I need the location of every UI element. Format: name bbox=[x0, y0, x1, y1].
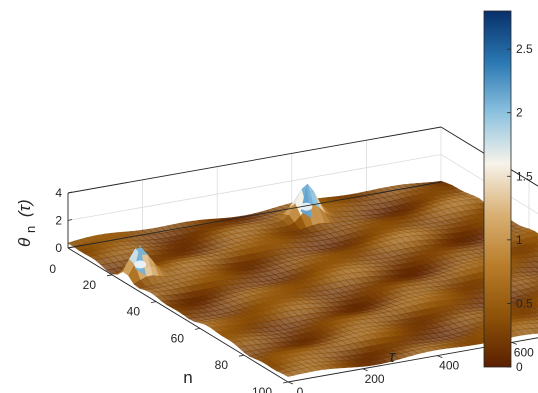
y-tick-mark bbox=[287, 381, 294, 385]
x-tick-label: 80 bbox=[215, 358, 229, 372]
svg-text:θ n (τ): θ n (τ) bbox=[15, 199, 39, 247]
y-tick-label: 200 bbox=[365, 372, 385, 386]
x-tick-mark bbox=[106, 274, 113, 277]
x-tick-label: 20 bbox=[83, 278, 97, 292]
y-tick-label: 400 bbox=[439, 359, 459, 373]
z-tick-label: 4 bbox=[55, 186, 62, 200]
axis-line bbox=[440, 126, 538, 187]
z-axis-label: θ n (τ) bbox=[15, 199, 39, 247]
axis-line bbox=[67, 247, 289, 383]
colorbar-ticks: 0 0.5 1 1.5 2 2.5 bbox=[507, 42, 533, 374]
colorbar-tick-label: 0 bbox=[516, 360, 523, 374]
x-tick-mark bbox=[150, 301, 157, 303]
y-tick-label: 0 bbox=[297, 385, 304, 393]
surface-peak-glow bbox=[300, 202, 313, 211]
colorbar-tick-label: 1.5 bbox=[516, 169, 533, 183]
x-tick-mark bbox=[194, 328, 201, 330]
y-tick-mark bbox=[362, 368, 368, 372]
x-tick-label-origin: 0 bbox=[49, 262, 56, 276]
surface-peaks bbox=[134, 186, 313, 276]
x-tick-label: 40 bbox=[127, 305, 141, 319]
x-tick-mark bbox=[238, 354, 245, 357]
z-tick-label: 0 bbox=[55, 241, 62, 255]
z-axis-label-arg: (τ) bbox=[15, 199, 34, 217]
x-axis-ticks: 20 40 60 80 100 0 bbox=[49, 262, 289, 393]
colorbar-tick-label: 0.5 bbox=[516, 296, 533, 310]
grid-line bbox=[67, 154, 538, 221]
colorbar-tick-label: 2.5 bbox=[516, 42, 533, 56]
colorbar-tick-label: 2 bbox=[516, 106, 523, 120]
y-axis-ticks: 02004006008001000 bbox=[287, 342, 534, 393]
z-tick-mark bbox=[67, 219, 73, 221]
z-axis-label-sub: n bbox=[23, 226, 38, 233]
axis-line bbox=[67, 126, 442, 194]
surface-peak-glow bbox=[134, 260, 147, 269]
y-axis-label: τ bbox=[389, 347, 397, 366]
y-tick-mark bbox=[511, 342, 517, 345]
z-axis-label-main: θ bbox=[15, 237, 34, 247]
x-tick-label: 60 bbox=[171, 331, 185, 345]
z-tick-mark bbox=[67, 191, 73, 194]
y-tick-mark bbox=[437, 355, 443, 358]
x-tick-mark bbox=[282, 381, 289, 384]
surface-patch bbox=[281, 371, 295, 377]
z-axis-ticks: 0 2 4 bbox=[55, 186, 73, 255]
z-tick-mark bbox=[67, 246, 73, 249]
axis-box bbox=[67, 126, 538, 383]
z-tick-label: 2 bbox=[55, 214, 62, 228]
axis-line bbox=[67, 181, 442, 249]
x-tick-label: 100 bbox=[252, 385, 272, 393]
y-tick-label: 600 bbox=[514, 345, 534, 359]
colorbar bbox=[483, 10, 512, 368]
colorbar-tick-label: 1 bbox=[516, 233, 523, 247]
axis-line bbox=[287, 337, 538, 383]
x-axis-label: n bbox=[183, 368, 192, 387]
